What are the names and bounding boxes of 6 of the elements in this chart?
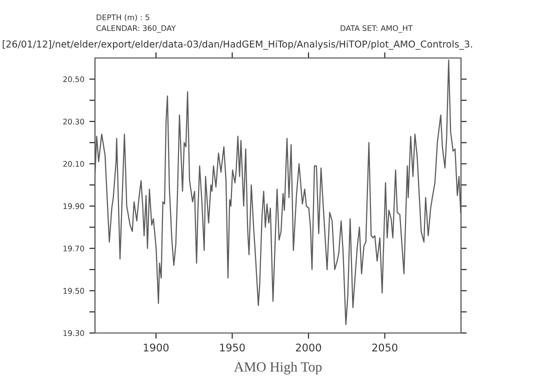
text: [26/01/12]/net/elder/export/elder/data-03/dan/HadGEM_HiTop/Analysis/HiTOP/plot_AMO_Controls_3. [2,40,472,50]
x-tick-label: 2000 [296,344,322,352]
x-axis-title: AMO High Top [234,362,322,374]
x-tick-label: 2050 [372,344,398,352]
x-tick-label: 1950 [220,344,245,352]
x-tick-label: 1900 [144,344,169,352]
